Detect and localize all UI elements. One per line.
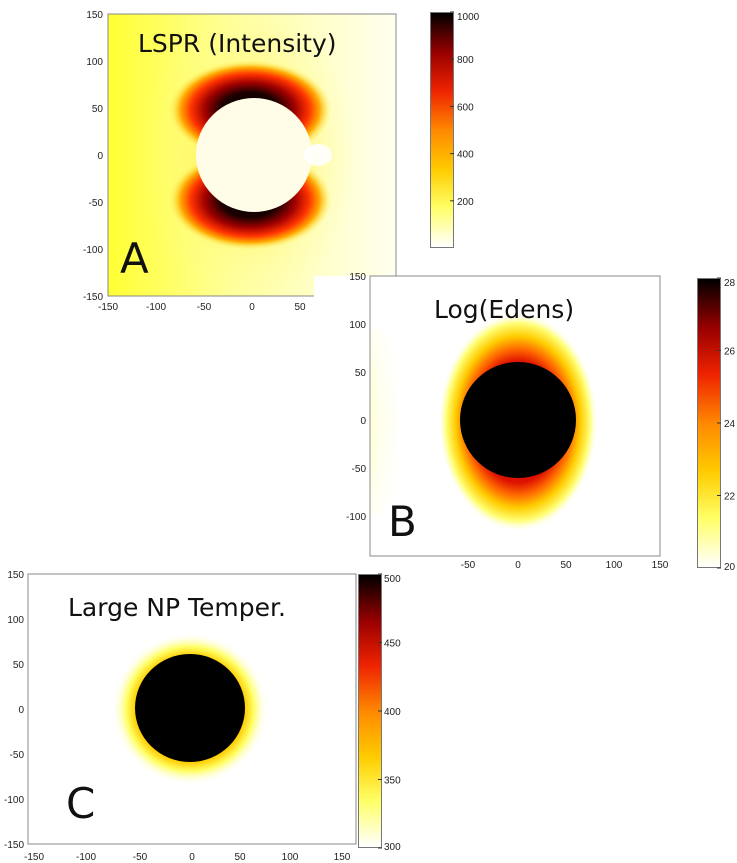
panel-c-letter: C xyxy=(66,779,95,828)
panel-b-xtick-label: 0 xyxy=(515,560,521,571)
panel-a-colorbar-label: 200 xyxy=(457,197,474,208)
panel-c-ytick-label: 100 xyxy=(7,615,24,626)
panel-c-axes-frame xyxy=(27,573,357,845)
panel-b-ytick-label: 50 xyxy=(355,368,367,379)
panel-b: Log(Edens) B -50 0 50 100 150 150 100 50 0 -50 -10… xyxy=(314,268,737,588)
panel-c-ytick-label: 0 xyxy=(18,705,24,716)
panel-c-plot: Large NP Temper. C -150 -100 -50 0 50 100 150 1… xyxy=(4,570,357,863)
panel-c-ytick-label: -100 xyxy=(4,795,24,806)
panel-b-xtick-label: 150 xyxy=(652,560,669,571)
panel-c-ytick-label: 50 xyxy=(13,660,25,671)
panel-c-xtick-label: 0 xyxy=(189,852,195,863)
panel-b-colorbar-label: 28 xyxy=(724,278,736,289)
panel-a-axes-frame xyxy=(107,13,397,297)
panel-b-colorbar-label: 26 xyxy=(724,347,736,358)
panel-a-plot: LSPR (Intensity) A -150 -100 -50 0 50 150 100 5… xyxy=(83,10,397,313)
panel-a-xtick-label: -50 xyxy=(197,302,212,313)
panel-b-ytick-label: -50 xyxy=(352,464,367,475)
panel-a-colorbar-ticks: 1000 800 600 400 200 xyxy=(450,11,480,208)
panel-a-ytick-label: 100 xyxy=(86,57,103,68)
panel-a-ytick-label: -50 xyxy=(89,198,104,209)
panel-c-colorbar-label: 450 xyxy=(384,639,401,650)
panel-c-xtick-label: 50 xyxy=(234,852,246,863)
panel-b-xtick-label: 50 xyxy=(560,560,572,571)
panel-b-colorbar-label: 20 xyxy=(724,562,736,573)
panel-a-xtick-label: -150 xyxy=(98,302,118,313)
panel-c-colorbar-label: 400 xyxy=(384,707,401,718)
panel-c-xtick-label: -50 xyxy=(133,852,148,863)
panel-c-colorbar-ticks: 500 450 400 350 300 xyxy=(378,573,401,853)
panel-c-colorbar-label: 500 xyxy=(384,574,401,585)
panel-b-ytick-label: 0 xyxy=(360,416,366,427)
panel-c-ytick-label: -50 xyxy=(10,750,25,761)
panel-b-colorbar-label: 24 xyxy=(724,419,736,430)
panel-a-title: LSPR (Intensity) xyxy=(138,29,337,58)
panel-b-ytick-label: 150 xyxy=(349,272,366,283)
panel-c-xtick-label: -100 xyxy=(76,852,96,863)
panel-b-colorbar-label: 22 xyxy=(724,492,736,503)
panel-c: Large NP Temper. C -150 -100 -50 0 50 100 150 1… xyxy=(0,566,420,863)
panel-a-letter: A xyxy=(120,234,149,283)
panel-a-colorbar-label: 800 xyxy=(457,55,474,66)
panel-b-colorbar-ticks: 28 26 24 22 20 xyxy=(717,277,736,573)
panel-c-xtick-label: -150 xyxy=(24,852,44,863)
panel-a-colorbar-label: 1000 xyxy=(457,12,480,23)
panel-c-xtick-label: 100 xyxy=(282,852,299,863)
panel-b-letter: B xyxy=(388,497,417,546)
panel-b-axes-frame xyxy=(369,275,661,557)
panel-a-ytick-label: 50 xyxy=(92,104,104,115)
panel-a: LSPR (Intensity) A -150 -100 -50 0 50 150 100 5… xyxy=(0,0,480,330)
panel-a-ytick-label: -100 xyxy=(83,245,103,256)
panel-a-nanoparticle xyxy=(196,98,312,212)
panel-c-xtick-label: 150 xyxy=(334,852,351,863)
panel-c-ytick-label: -150 xyxy=(4,840,24,851)
panel-a-colorbar-label: 400 xyxy=(457,150,474,161)
panel-a-ytick-label: 0 xyxy=(97,151,103,162)
panel-b-ytick-label: -100 xyxy=(346,512,366,523)
panel-b-xtick-label: -50 xyxy=(461,560,476,571)
panel-c-ytick-label: 150 xyxy=(7,570,24,581)
panel-a-ytick-label: 150 xyxy=(86,10,103,21)
panel-a-colorbar xyxy=(430,12,454,248)
panel-c-colorbar-label: 300 xyxy=(384,842,401,853)
panel-a-xtick-label: 50 xyxy=(294,302,306,313)
panel-a-xtick-label: -100 xyxy=(146,302,166,313)
panel-c-title: Large NP Temper. xyxy=(68,593,286,622)
panel-b-nanoparticle xyxy=(460,362,576,478)
panel-b-ytick-label: 100 xyxy=(349,320,366,331)
panel-a-xtick-label: 0 xyxy=(249,302,255,313)
panel-b-xtick-label: 100 xyxy=(606,560,623,571)
panel-c-colorbar-label: 350 xyxy=(384,776,401,787)
panel-b-plot: Log(Edens) B -50 0 50 100 150 150 100 50 0 -50 -10… xyxy=(314,272,669,571)
panel-a-ytick-label: -150 xyxy=(83,292,103,303)
panel-a-colorbar-label: 600 xyxy=(457,102,474,113)
panel-c-nanoparticle xyxy=(135,654,245,762)
panel-b-title: Log(Edens) xyxy=(434,295,574,324)
